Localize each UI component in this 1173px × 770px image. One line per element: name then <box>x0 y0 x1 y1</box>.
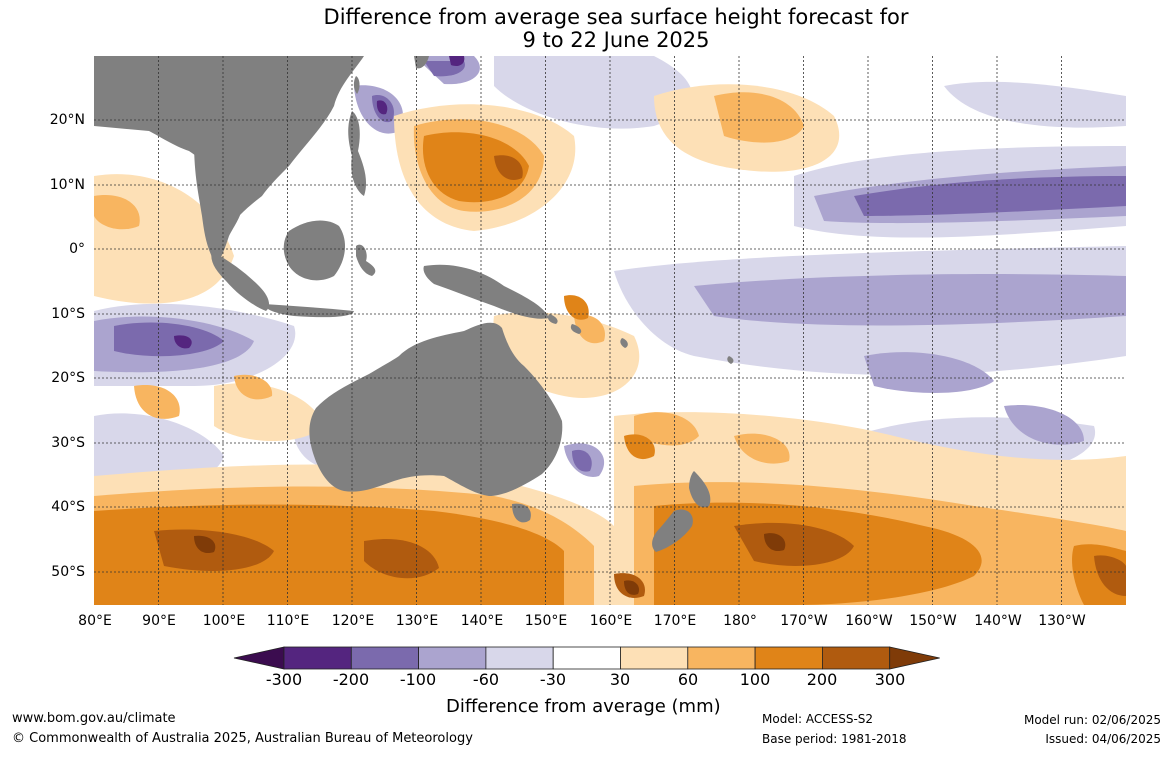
lat-label-10n: 10°N <box>49 177 85 193</box>
footer-model-run: Model run: 02/06/2025 <box>1023 713 1161 727</box>
colorbar-segment <box>620 646 689 670</box>
lat-label-30s: 30°S <box>51 435 85 451</box>
lon-label-150w: 150°W <box>909 613 957 629</box>
colorbar-tick-100: 100 <box>739 670 771 689</box>
graticule <box>94 56 1126 605</box>
colorbar-tick-neg200: -200 <box>332 670 370 689</box>
anomaly-band-neg200-neg300 <box>174 56 465 349</box>
colorbar-legend <box>233 646 940 670</box>
colorbar-segment <box>552 646 621 670</box>
colorbar-tick-neg100: -100 <box>399 670 437 689</box>
lon-label-150e: 150°E <box>524 613 568 629</box>
chart-subtitle-dates: 9 to 22 June 2025 <box>522 28 710 52</box>
anomaly-band-over-300 <box>194 533 786 595</box>
colorbar-tick-200: 200 <box>806 670 838 689</box>
colorbar-tick-neg300: -300 <box>265 670 303 689</box>
anomaly-band-neg100-neg200 <box>114 61 1126 472</box>
colorbar-segment <box>283 646 352 670</box>
colorbar-tick-neg30: -30 <box>539 670 567 689</box>
chart-title: Difference from average sea surface heig… <box>323 5 909 29</box>
lon-label-110e: 110°E <box>266 613 310 629</box>
lon-label-100e: 100°E <box>202 613 246 629</box>
footer-model: Model: ACCESS-S2 <box>762 712 874 726</box>
footer-base-period: Base period: 1981-2018 <box>762 732 907 746</box>
lon-label-120e: 120°E <box>331 613 375 629</box>
footer-issued: Issued: 04/06/2025 <box>1045 732 1161 746</box>
lat-label-20s: 20°S <box>51 370 85 386</box>
lon-label-140e: 140°E <box>460 613 504 629</box>
colorbar-tick-neg60: -60 <box>472 670 500 689</box>
lat-label-equator: 0° <box>69 241 85 257</box>
lon-label-140w: 140°W <box>974 613 1022 629</box>
lat-label-20n: 20°N <box>49 112 85 128</box>
lon-label-160e: 160°E <box>589 613 633 629</box>
lat-label-50s: 50°S <box>51 564 85 580</box>
colorbar-segment <box>350 646 420 670</box>
colorbar-segment <box>485 646 554 670</box>
lon-label-80e: 80°E <box>78 613 112 629</box>
colorbar-segment <box>687 646 756 670</box>
lon-label-170w: 170°W <box>780 613 828 629</box>
colorbar-segment <box>822 646 891 670</box>
footer-url: www.bom.gov.au/climate <box>12 711 176 726</box>
lon-label-180: 180° <box>723 613 757 629</box>
lon-label-160w: 160°W <box>845 613 893 629</box>
colorbar-extend-high <box>889 646 940 670</box>
colorbar-tick-300: 300 <box>874 670 906 689</box>
colorbar-tick-60: 60 <box>677 670 699 689</box>
lon-label-170e: 170°E <box>653 613 697 629</box>
lon-label-130w: 130°W <box>1038 613 1086 629</box>
lon-label-90e: 90°E <box>142 613 176 629</box>
lat-label-10s: 10°S <box>51 306 85 322</box>
sea-surface-height-map <box>94 56 1126 605</box>
colorbar-segment <box>418 646 487 670</box>
footer-copyright: © Commonwealth of Australia 2025, Austra… <box>12 731 473 746</box>
colorbar-tick-30: 30 <box>609 670 631 689</box>
lat-label-40s: 40°S <box>51 499 85 515</box>
colorbar-segment <box>754 646 823 670</box>
lon-label-130e: 130°E <box>395 613 439 629</box>
colorbar-extend-low <box>233 646 285 670</box>
colorbar-title: Difference from average (mm) <box>446 696 721 717</box>
